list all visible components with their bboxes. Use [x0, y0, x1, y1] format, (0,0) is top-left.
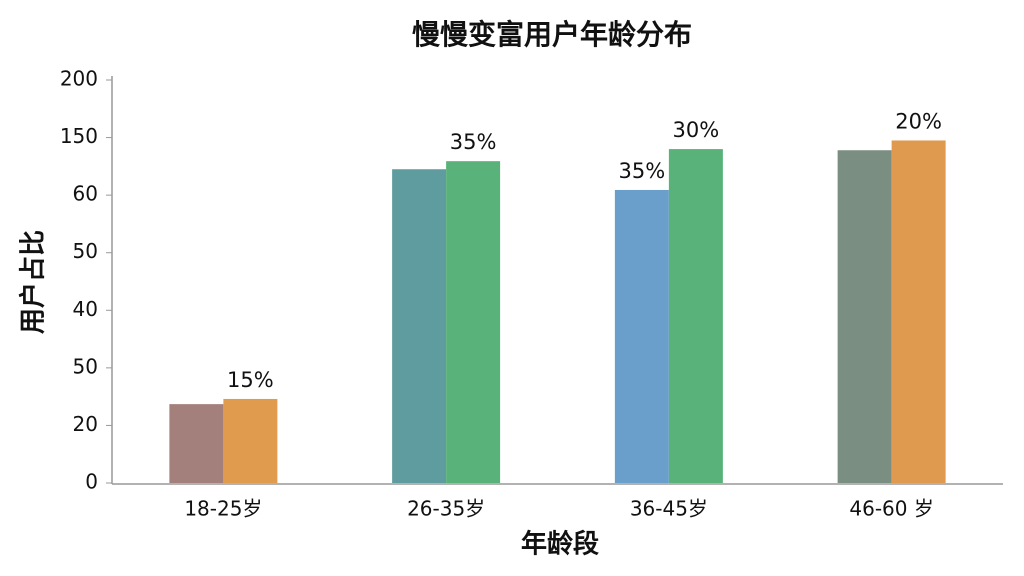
- x-tick-label: 46-60 岁: [849, 497, 933, 521]
- x-axis-label: 年龄段: [521, 529, 599, 560]
- bar: [392, 169, 447, 483]
- bar: [668, 149, 723, 484]
- value-label: 15%: [227, 368, 274, 392]
- y-tick-label: 50: [73, 239, 98, 263]
- y-tick-label: 40: [73, 297, 98, 321]
- x-tick-label: 18-25岁: [184, 497, 262, 521]
- chart-title: 慢慢变富用户年龄分布: [412, 18, 692, 51]
- y-tick-label: 150: [60, 124, 98, 148]
- x-tick-label: 36-45岁: [630, 497, 708, 521]
- bar: [891, 140, 946, 483]
- bar: [169, 404, 224, 483]
- bar: [614, 189, 669, 483]
- y-axis-label: 用户占比: [18, 230, 49, 334]
- x-tick-label: 26-35岁: [407, 497, 485, 521]
- value-label: 30%: [673, 118, 720, 142]
- value-label: 35%: [450, 130, 497, 154]
- y-tick-label: 60: [73, 182, 98, 206]
- y-tick-label: 0: [85, 470, 98, 494]
- bar: [446, 161, 501, 483]
- y-tick-label: 20: [73, 412, 98, 436]
- y-tick-label: 50: [73, 354, 98, 378]
- value-label: 35%: [619, 159, 666, 183]
- bar: [837, 150, 892, 484]
- value-label: 20%: [895, 109, 942, 133]
- y-tick-label: 200: [60, 67, 98, 91]
- bar: [223, 398, 278, 483]
